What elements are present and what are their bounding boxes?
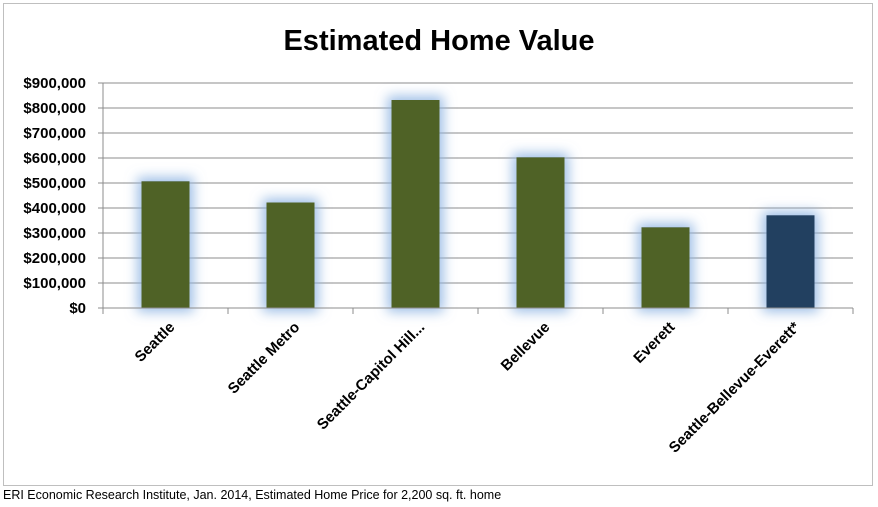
x-category-label: Everett (630, 319, 678, 367)
source-footnote: ERI Economic Research Institute, Jan. 20… (3, 488, 502, 502)
y-tick-label: $500,000 (23, 175, 86, 192)
bar-chart: Estimated Home Value $0$100,000$200,000$… (23, 25, 854, 457)
x-category-label: Seattle Metro (225, 319, 304, 398)
x-category-label: Seattle (132, 319, 179, 366)
gridlines (103, 82, 853, 284)
y-tick-label: $400,000 (23, 200, 86, 217)
bar (266, 202, 315, 308)
x-category-label: Seattle-Bellevue-Everett* (666, 319, 804, 457)
y-tick-label: $300,000 (23, 225, 86, 242)
chart-title: Estimated Home Value (283, 25, 594, 57)
bar (516, 157, 565, 308)
bar (766, 215, 815, 308)
axes (98, 82, 854, 314)
y-tick-label: $800,000 (23, 100, 86, 117)
x-axis-category-labels: Seattle Seattle Metro Seattle-Capitol Hill… (132, 319, 804, 457)
y-tick-label: $0 (69, 300, 86, 317)
bars (141, 100, 815, 308)
bar (641, 227, 690, 308)
x-category-label: Seattle-Capitol Hill... (314, 319, 429, 434)
y-tick-label: $700,000 (23, 125, 86, 142)
x-category-label: Bellevue (498, 319, 554, 375)
bar (391, 100, 440, 308)
y-tick-label: $200,000 (23, 250, 86, 267)
y-tick-label: $600,000 (23, 150, 86, 167)
y-tick-label: $900,000 (23, 75, 86, 92)
bar (141, 181, 190, 308)
y-tick-label: $100,000 (23, 275, 86, 292)
y-axis-tick-labels: $0 $100,000 $200,000 $300,000 $400,000 $500,0… (23, 75, 86, 317)
